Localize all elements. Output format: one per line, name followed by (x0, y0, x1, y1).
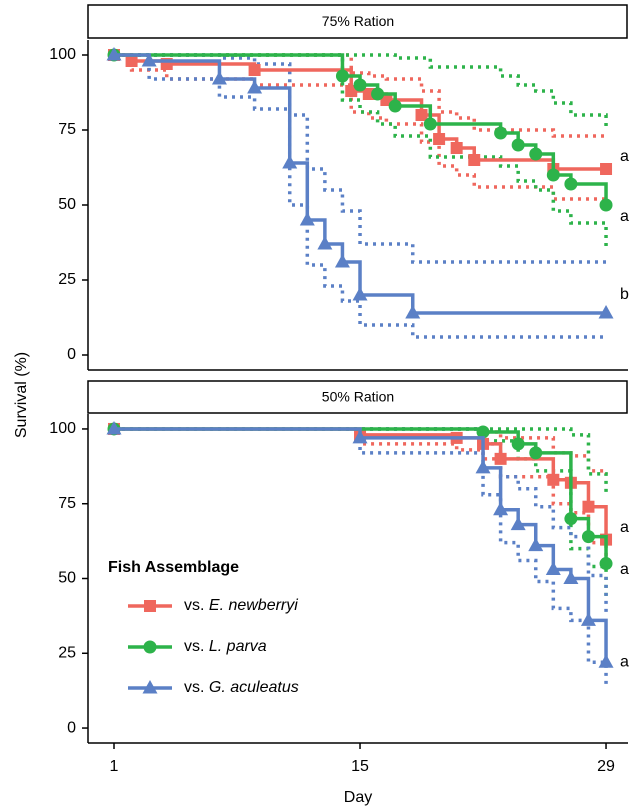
marker (581, 530, 595, 544)
y-tick-label: 75 (58, 121, 76, 138)
marker (493, 501, 509, 516)
marker (141, 53, 157, 67)
marker (388, 99, 402, 113)
marker (599, 198, 613, 212)
marker (211, 71, 227, 85)
legend-prefix: vs. (184, 638, 209, 655)
marker (580, 612, 596, 626)
marker (371, 87, 385, 101)
marker (247, 80, 263, 94)
strip (87, 380, 628, 414)
marker (433, 133, 446, 145)
legend-title: Fish Assemblage (108, 559, 239, 576)
x-tick-label: 1 (110, 758, 119, 775)
marker (282, 155, 298, 169)
marker (511, 437, 525, 451)
strip (87, 4, 628, 39)
marker (600, 163, 613, 175)
marker (106, 420, 122, 435)
marker (564, 512, 578, 526)
survival-line (114, 53, 607, 315)
marker (450, 142, 463, 154)
y-tick-label: 0 (67, 346, 76, 363)
marker (335, 69, 349, 83)
annotation: a (620, 519, 629, 536)
marker (248, 64, 261, 76)
x-tick-label: 15 (351, 758, 369, 775)
annotation: a (620, 653, 629, 670)
panel-title: 50% Ration (322, 389, 394, 405)
marker (415, 109, 428, 121)
marker (352, 287, 368, 301)
legend-label: vs. G. aculeatus (184, 679, 299, 696)
marker (405, 305, 421, 319)
ci-upper (114, 53, 608, 127)
legend-label: vs. E. newberryi (184, 597, 298, 614)
marker (529, 446, 543, 460)
x-tick-label: 29 (597, 758, 615, 775)
y-tick-label: 50 (58, 196, 76, 213)
marker (106, 47, 122, 61)
marker (529, 147, 543, 161)
marker (599, 557, 613, 571)
marker (494, 452, 507, 465)
marker (334, 254, 350, 268)
y-tick-label: 25 (58, 644, 76, 661)
y-tick-label: 25 (58, 271, 76, 288)
marker (423, 117, 437, 131)
annotation: b (620, 286, 629, 303)
marker (380, 94, 393, 106)
y-tick-label: 100 (49, 420, 76, 437)
marker (362, 88, 375, 100)
marker (564, 177, 578, 191)
marker (598, 305, 614, 319)
marker (598, 654, 614, 668)
y-tick-label: 0 (67, 719, 76, 736)
marker (494, 126, 508, 140)
ci-lower (114, 53, 608, 250)
legend-prefix: vs. (184, 597, 209, 614)
legend-species: G. aculeatus (209, 679, 299, 696)
panel-title: 75% Ration (322, 13, 394, 29)
ci-lower (114, 53, 607, 339)
legend-prefix: vs. (184, 679, 209, 696)
y-tick-label: 75 (58, 495, 76, 512)
annotation: a (620, 561, 629, 578)
y-tick-label: 100 (49, 46, 76, 63)
marker (144, 600, 156, 612)
marker (475, 459, 491, 474)
marker (547, 473, 560, 486)
ci-upper (114, 427, 608, 495)
marker (299, 212, 315, 226)
survival-line (114, 427, 608, 663)
ci-upper (114, 53, 607, 138)
marker (142, 680, 158, 694)
marker (582, 500, 595, 513)
marker (353, 78, 367, 92)
legend-species: L. parva (209, 638, 267, 655)
y-tick-label: 50 (58, 570, 76, 587)
marker (143, 640, 157, 654)
ci-upper (114, 427, 608, 474)
marker (352, 429, 368, 444)
marker (546, 168, 560, 182)
y-axis-label: Survival (%) (13, 352, 30, 438)
marker (345, 85, 358, 97)
marker (476, 425, 490, 439)
annotation: a (620, 208, 629, 225)
legend-label: vs. L. parva (184, 638, 267, 655)
legend-species: E. newberryi (209, 597, 298, 614)
annotation: a (620, 148, 629, 165)
marker (528, 537, 544, 552)
marker (545, 561, 561, 576)
x-axis-label: Day (344, 789, 372, 806)
marker (468, 154, 481, 166)
marker (125, 55, 138, 67)
ci-upper (114, 427, 608, 615)
marker (563, 570, 579, 584)
marker (511, 138, 525, 152)
marker (510, 516, 526, 531)
marker (317, 236, 333, 250)
